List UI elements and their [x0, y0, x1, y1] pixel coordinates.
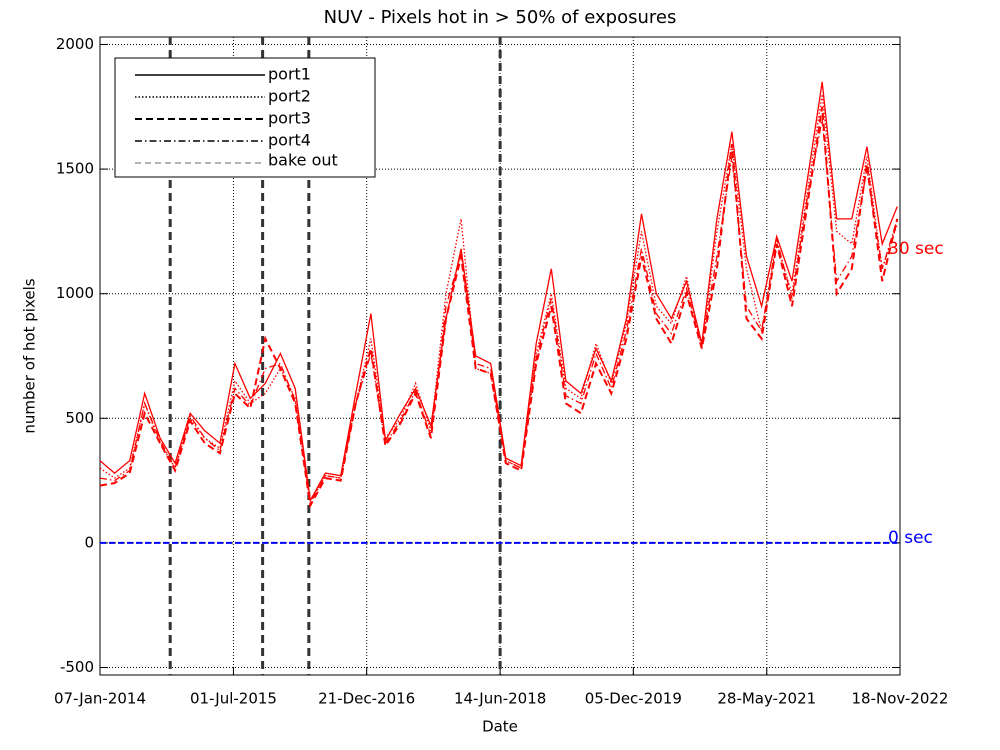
x-tick-label: 14-Jun-2018 — [454, 690, 546, 708]
series-line — [99, 119, 898, 506]
x-axis-label: Date — [482, 718, 518, 736]
legend-label: port4 — [268, 131, 311, 150]
x-tick-label: 01-Jul-2015 — [190, 690, 277, 708]
legend-label: port3 — [268, 109, 311, 128]
y-tick-label: 2000 — [56, 35, 94, 53]
annotation: 0 sec — [888, 528, 933, 548]
legend-label: port1 — [268, 65, 311, 84]
chart-title: NUV - Pixels hot in > 50% of exposures — [324, 7, 677, 28]
y-tick-label: 500 — [65, 409, 94, 427]
y-tick-label: 1000 — [56, 284, 94, 302]
y-tick-label: -500 — [60, 658, 94, 676]
series-line — [99, 81, 898, 503]
legend-label: port2 — [268, 87, 311, 106]
legend-box — [114, 57, 376, 178]
x-tick-label: 21-Dec-2016 — [318, 690, 415, 708]
x-tick-label: 18-Nov-2022 — [852, 690, 949, 708]
y-tick-label: 1500 — [56, 160, 94, 178]
y-tick-label: 0 — [84, 533, 94, 551]
annotation: 30 sec — [888, 239, 944, 259]
legend-label: bake out — [268, 151, 338, 170]
x-tick-label: 07-Jan-2014 — [54, 690, 146, 708]
x-tick-label: 28-May-2021 — [717, 690, 816, 708]
x-tick-label: 05-Dec-2019 — [585, 690, 682, 708]
y-axis-label: number of hot pixels — [21, 278, 39, 433]
